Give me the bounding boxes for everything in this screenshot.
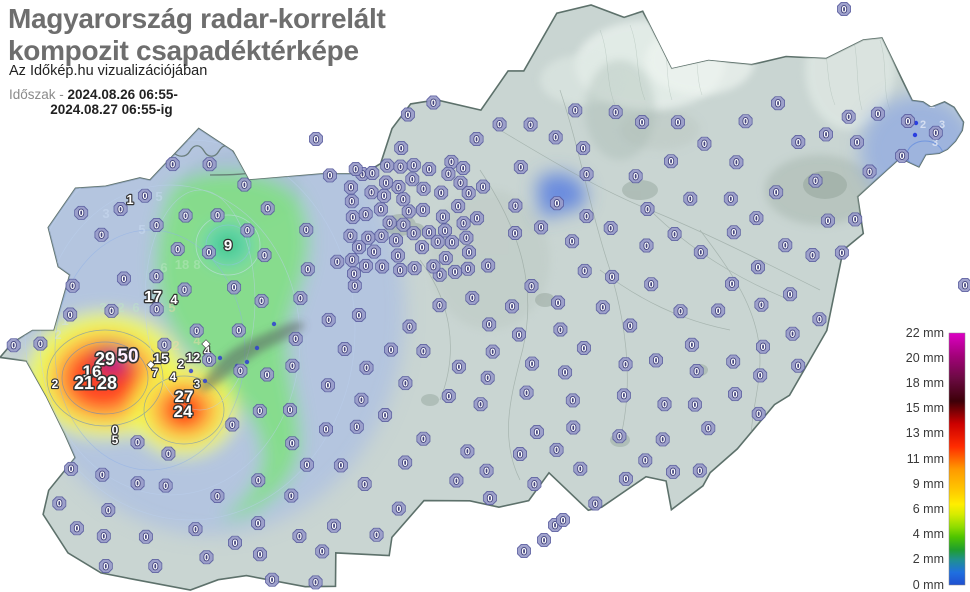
svg-text:0 mm: 0 mm [913, 578, 944, 592]
svg-text:5: 5 [138, 222, 145, 237]
svg-text:15: 15 [153, 350, 169, 366]
svg-text:2: 2 [54, 327, 61, 342]
svg-text:4: 4 [170, 292, 178, 307]
svg-text:4 mm: 4 mm [913, 527, 944, 541]
svg-text:15 mm: 15 mm [906, 401, 944, 415]
svg-text:9 mm: 9 mm [913, 477, 944, 491]
svg-text:50: 50 [117, 346, 138, 367]
svg-text:20 mm: 20 mm [906, 351, 944, 365]
svg-text:21: 21 [74, 373, 94, 393]
svg-text:6: 6 [132, 300, 139, 315]
svg-text:2: 2 [920, 119, 926, 131]
svg-text:8: 8 [193, 257, 200, 272]
svg-text:28: 28 [97, 373, 117, 393]
svg-text:9: 9 [224, 237, 232, 254]
svg-text:12: 12 [186, 350, 200, 365]
svg-text:18: 18 [175, 257, 189, 272]
svg-text:2: 2 [178, 357, 185, 371]
svg-text:18 mm: 18 mm [906, 376, 944, 390]
svg-text:24: 24 [174, 402, 193, 421]
svg-text:11 mm: 11 mm [907, 452, 944, 466]
svg-text:2: 2 [52, 377, 59, 391]
svg-text:6 mm: 6 mm [913, 502, 944, 516]
svg-text:22 mm: 22 mm [906, 326, 944, 340]
svg-text:2 mm: 2 mm [913, 552, 944, 566]
svg-text:13 mm: 13 mm [906, 426, 944, 440]
svg-text:1: 1 [929, 99, 935, 111]
svg-text:5: 5 [155, 189, 162, 204]
svg-text:4: 4 [170, 370, 177, 384]
svg-text:3: 3 [102, 206, 109, 221]
svg-text:2: 2 [172, 338, 179, 353]
svg-text:1: 1 [126, 192, 133, 207]
svg-text:5: 5 [112, 433, 119, 447]
svg-text:7: 7 [152, 366, 159, 380]
